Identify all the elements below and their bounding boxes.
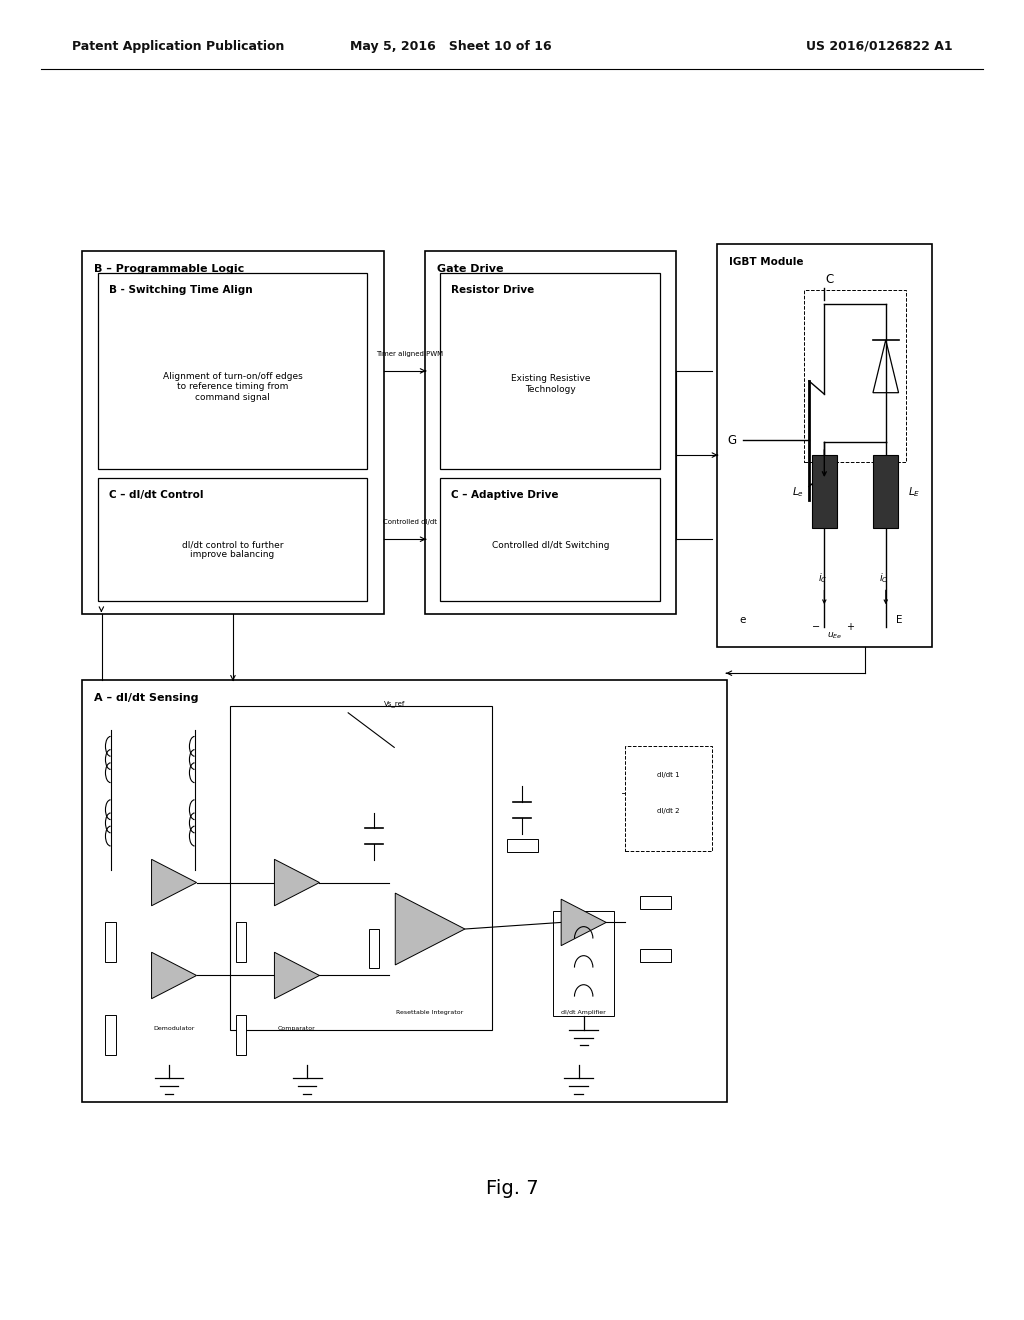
Bar [82,251,384,614]
Polygon shape [152,859,197,906]
Text: +: + [846,622,854,632]
Bar [230,706,492,1030]
Polygon shape [274,859,319,906]
Text: May 5, 2016   Sheet 10 of 16: May 5, 2016 Sheet 10 of 16 [350,40,551,53]
Polygon shape [152,952,197,999]
Text: dI/dt 1: dI/dt 1 [656,772,680,779]
Bar [553,911,614,1016]
Bar [873,455,898,528]
Bar [440,478,660,601]
Bar [236,1015,246,1055]
Text: Gate Drive: Gate Drive [437,264,504,275]
Text: Resistor Drive: Resistor Drive [451,285,534,296]
Text: $i_C$: $i_C$ [817,572,827,585]
Text: Patent Application Publication: Patent Application Publication [72,40,284,53]
Text: $L_e$: $L_e$ [792,484,804,499]
Bar [812,455,837,528]
Text: dI/dt 2: dI/dt 2 [657,808,679,814]
Text: Resettable Integrator: Resettable Integrator [396,1010,464,1015]
Text: dI/dt control to further
improve balancing: dI/dt control to further improve balanci… [181,540,284,560]
Bar [105,923,116,962]
Text: IGBT Module: IGBT Module [729,257,804,268]
Text: Controlled dI/dt Switching: Controlled dI/dt Switching [492,541,609,550]
Text: Controlled dI/dt: Controlled dI/dt [383,519,436,525]
Text: C: C [825,273,834,286]
Text: Comparator: Comparator [279,1026,315,1031]
Text: E: E [896,615,903,626]
Text: dI/dt Amplifier: dI/dt Amplifier [561,1010,606,1015]
Bar [640,949,671,962]
Text: Alignment of turn-on/off edges
to reference timing from
command signal: Alignment of turn-on/off edges to refere… [163,372,302,401]
Bar [369,929,379,969]
Bar [640,896,671,909]
Bar [82,680,727,1102]
Text: $L_E$: $L_E$ [908,484,921,499]
Text: C – dI/dt Control: C – dI/dt Control [109,490,203,500]
Text: G: G [727,434,736,447]
Text: US 2016/0126822 A1: US 2016/0126822 A1 [806,40,952,53]
Text: e: e [739,615,745,626]
Text: Timer aligned PWM: Timer aligned PWM [376,351,443,356]
Bar [105,1015,116,1055]
Polygon shape [561,899,606,945]
Text: B – Programmable Logic: B – Programmable Logic [94,264,245,275]
Bar [98,478,367,601]
Text: $i_C$: $i_C$ [879,572,889,585]
Polygon shape [395,894,465,965]
Polygon shape [274,952,319,999]
Text: $u_{Ee}$: $u_{Ee}$ [827,631,842,642]
Bar [440,273,660,469]
Bar [236,923,246,962]
Text: Vs_ref: Vs_ref [384,700,404,708]
Text: Existing Resistive
Technology: Existing Resistive Technology [511,375,590,393]
Text: Demodulator: Demodulator [154,1026,195,1031]
Bar [717,244,932,647]
Bar [625,746,712,851]
Text: Fig. 7: Fig. 7 [485,1179,539,1197]
Bar [507,840,538,853]
Bar [804,290,906,462]
Text: A – dI/dt Sensing: A – dI/dt Sensing [94,693,199,704]
Text: −: − [812,622,820,632]
Bar [425,251,676,614]
Bar [98,273,367,469]
Text: C – Adaptive Drive: C – Adaptive Drive [451,490,558,500]
Text: B - Switching Time Align: B - Switching Time Align [109,285,252,296]
